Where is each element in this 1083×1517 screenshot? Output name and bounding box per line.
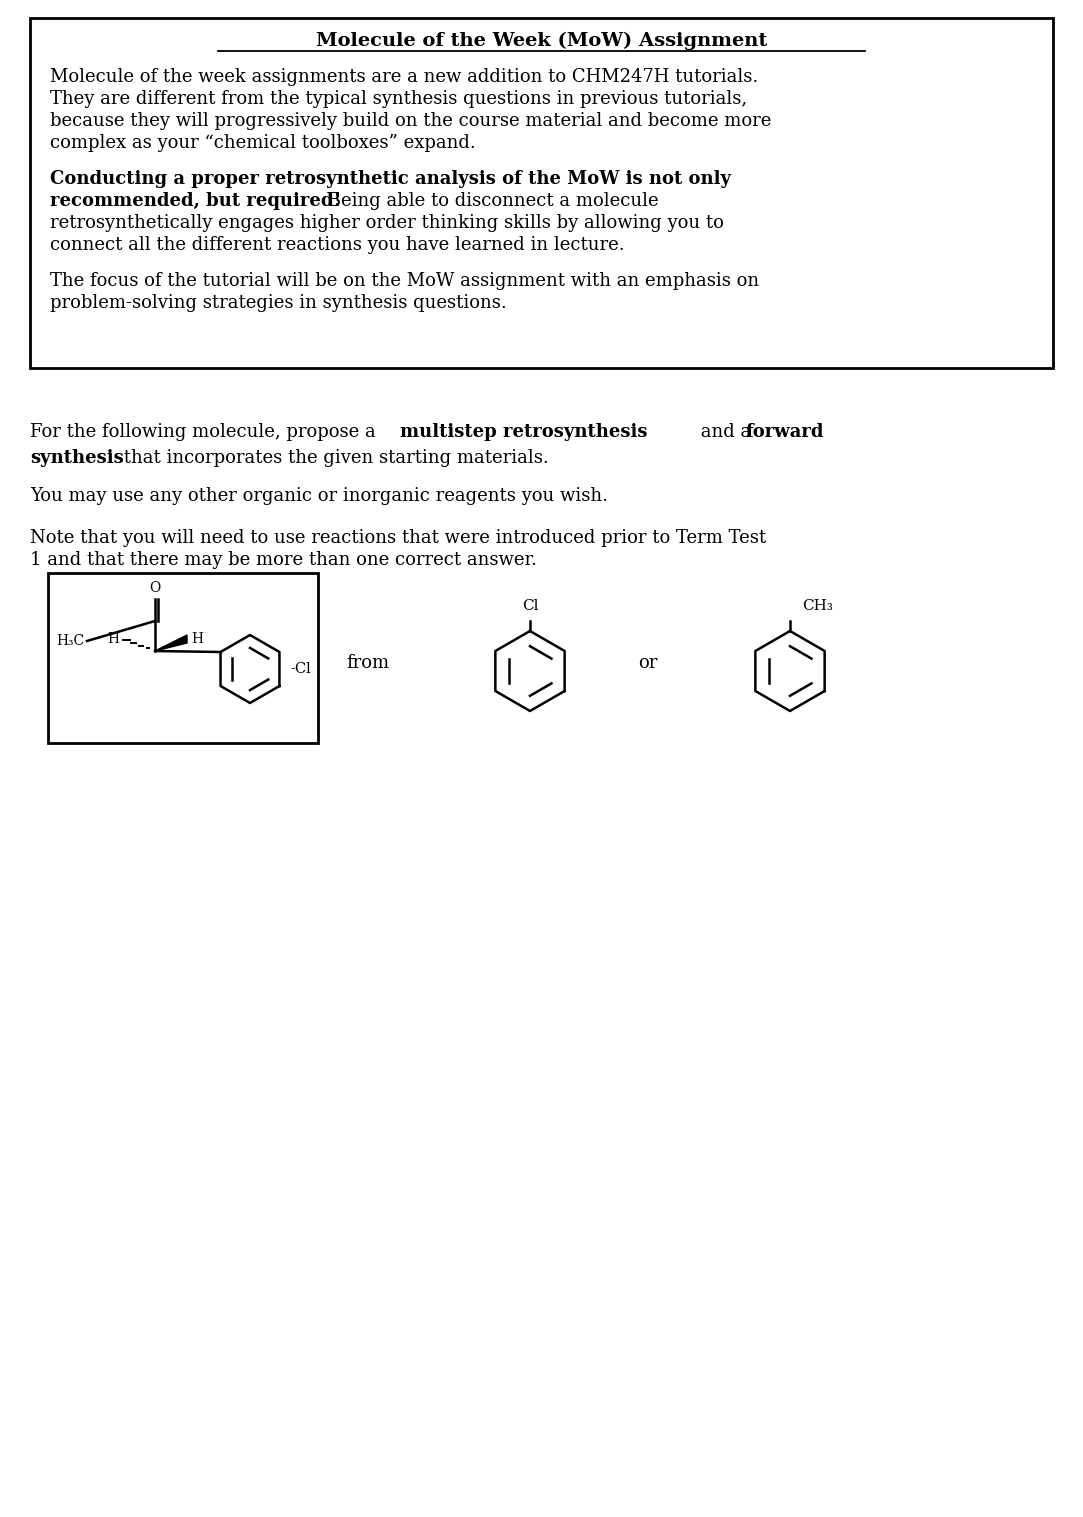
Text: You may use any other organic or inorganic reagents you wish.: You may use any other organic or inorgan…: [30, 487, 608, 505]
Text: retrosynthetically engages higher order thinking skills by allowing you to: retrosynthetically engages higher order …: [50, 214, 723, 232]
Text: H₃C: H₃C: [56, 634, 84, 648]
Text: synthesis: synthesis: [30, 449, 123, 467]
Text: and a: and a: [695, 423, 757, 441]
Text: CH₃: CH₃: [803, 599, 833, 613]
FancyBboxPatch shape: [30, 18, 1053, 369]
Text: or: or: [638, 654, 657, 672]
Text: complex as your “chemical toolboxes” expand.: complex as your “chemical toolboxes” exp…: [50, 133, 475, 152]
Text: multistep retrosynthesis: multistep retrosynthesis: [400, 423, 648, 441]
Text: forward: forward: [745, 423, 823, 441]
Text: Conducting a proper retrosynthetic analysis of the MoW is not only: Conducting a proper retrosynthetic analy…: [50, 170, 731, 188]
Text: Molecule of the week assignments are a new addition to CHM247H tutorials.: Molecule of the week assignments are a n…: [50, 68, 758, 86]
Text: Note that you will need to use reactions that were introduced prior to Term Test: Note that you will need to use reactions…: [30, 529, 766, 548]
Text: Cl: Cl: [522, 599, 538, 613]
Text: problem-solving strategies in synthesis questions.: problem-solving strategies in synthesis …: [50, 294, 507, 313]
Text: because they will progressively build on the course material and become more: because they will progressively build on…: [50, 112, 771, 130]
Text: H: H: [191, 633, 203, 646]
Text: H: H: [107, 633, 119, 646]
Polygon shape: [155, 636, 187, 651]
Text: that incorporates the given starting materials.: that incorporates the given starting mat…: [118, 449, 549, 467]
Text: Being able to disconnect a molecule: Being able to disconnect a molecule: [322, 193, 658, 209]
Text: connect all the different reactions you have learned in lecture.: connect all the different reactions you …: [50, 237, 625, 253]
Text: The focus of the tutorial will be on the MoW assignment with an emphasis on: The focus of the tutorial will be on the…: [50, 272, 759, 290]
Text: from: from: [347, 654, 390, 672]
Text: For the following molecule, propose a: For the following molecule, propose a: [30, 423, 381, 441]
Text: -Cl: -Cl: [290, 661, 311, 677]
Text: They are different from the typical synthesis questions in previous tutorials,: They are different from the typical synt…: [50, 90, 747, 108]
Text: Molecule of the Week (MoW) Assignment: Molecule of the Week (MoW) Assignment: [316, 32, 767, 50]
Text: 1 and that there may be more than one correct answer.: 1 and that there may be more than one co…: [30, 551, 537, 569]
Text: recommended, but required!: recommended, but required!: [50, 193, 341, 209]
FancyBboxPatch shape: [48, 573, 318, 743]
Text: O: O: [149, 581, 160, 595]
